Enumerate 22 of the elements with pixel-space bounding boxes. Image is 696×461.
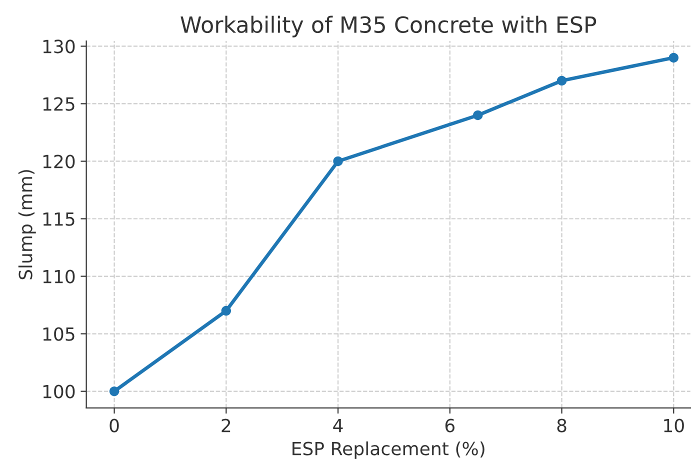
y-tick-label: 120 [43,154,75,168]
y-tick-label: 100 [43,384,75,398]
y-tick-label: 130 [43,40,75,54]
point [473,110,483,120]
x-tick-label: 8 [557,418,566,432]
point [109,386,120,396]
y-tick-label: 110 [43,270,75,284]
x-axis-title: ESP Replacement (%) [292,441,484,459]
x-tick-label: 0 [110,418,119,432]
y-tick-label: 105 [43,327,74,341]
point [221,306,232,316]
x-tick-label: 2 [222,418,230,432]
x-tick-label: 6 [445,418,455,432]
chart-title: Workability of M35 Concrete with ESP [180,16,596,38]
x-tick-label: 4 [333,418,343,432]
point [668,52,679,63]
y-tick-label: 115 [43,212,74,226]
point [333,156,343,166]
x-tick-label: 10 [664,418,684,432]
y-tick-label: 125 [43,97,74,111]
y-axis-title: Slump (mm) [18,170,36,280]
point [556,76,567,86]
